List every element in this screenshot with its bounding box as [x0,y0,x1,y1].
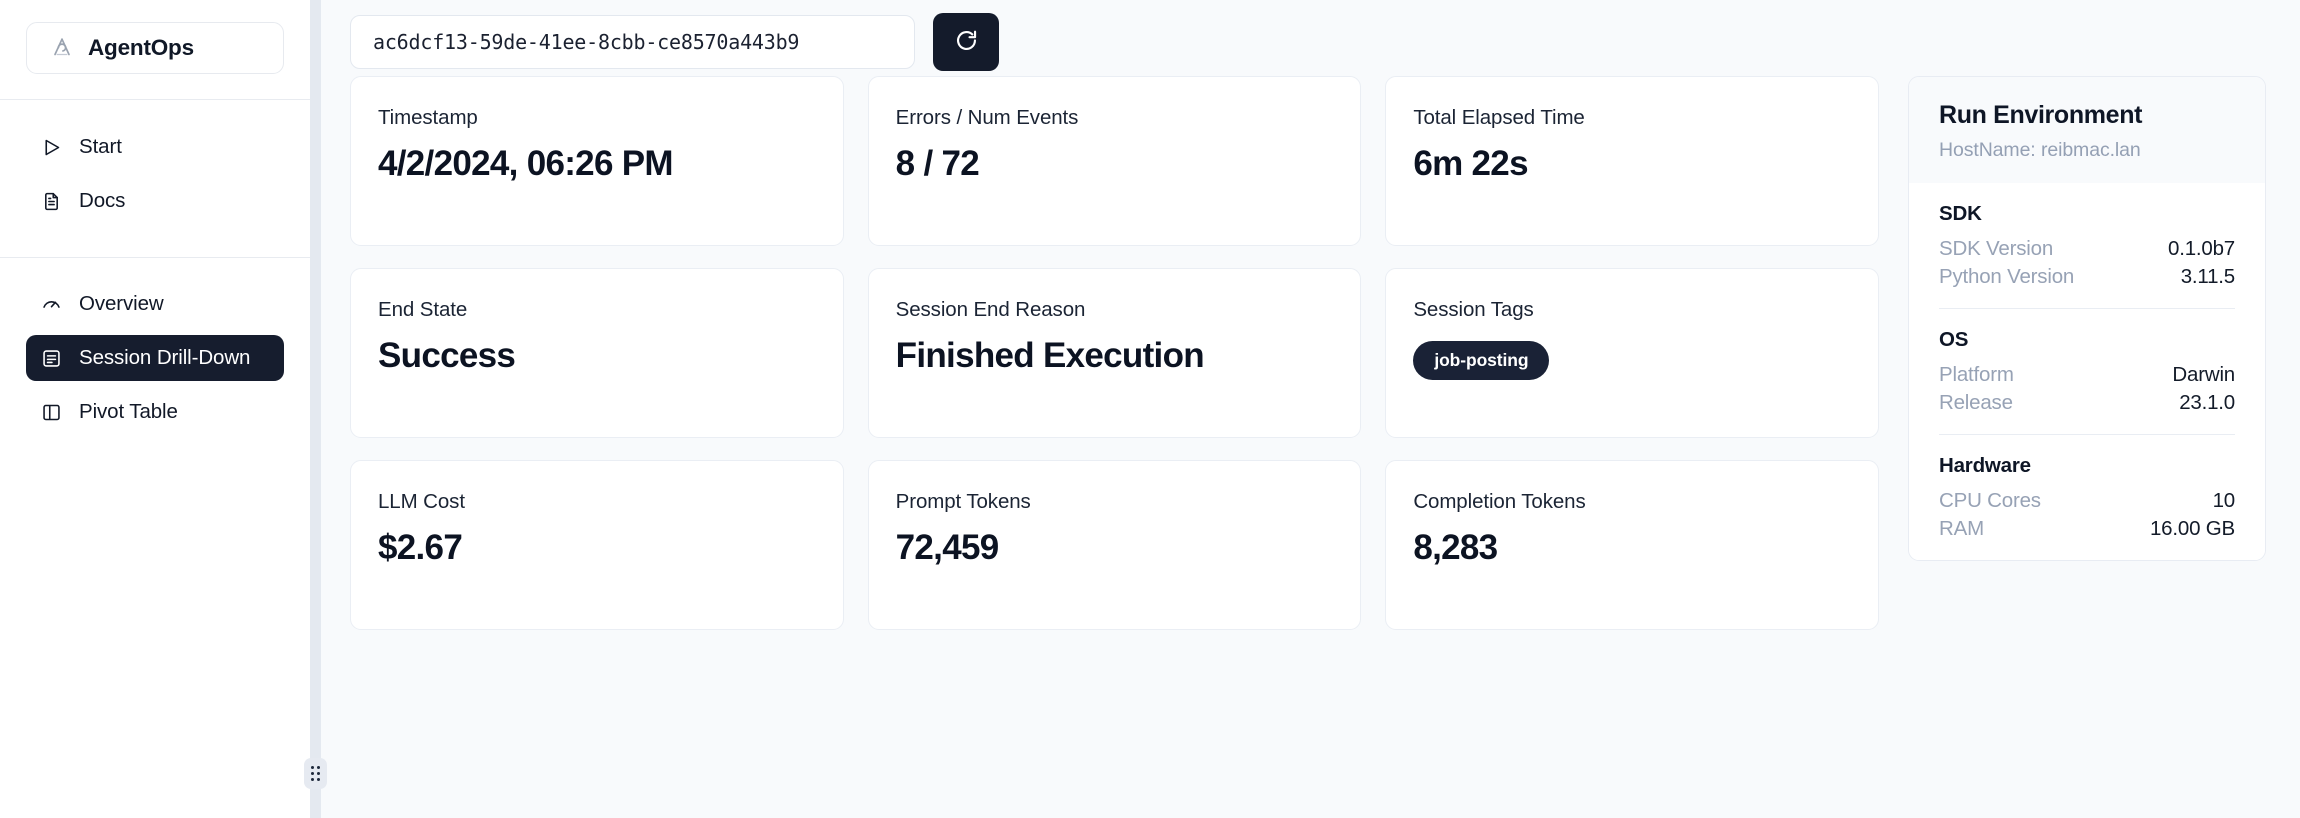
env-row: Release 23.1.0 [1939,389,2235,417]
env-section-title: OS [1939,328,1969,351]
card-value: 6m 22s [1413,143,1528,183]
card-label: Prompt Tokens [895,490,1031,513]
env-key: Release [1939,391,2013,414]
main-content: Timestamp 4/2/2024, 06:26 PM Errors / Nu… [310,0,2300,818]
page-title: Run Environment [1939,101,2143,129]
env-value: Darwin [2172,363,2235,386]
metric-card-completion-tokens: Completion Tokens 8,283 [1385,460,1879,630]
card-label: Session Tags [1413,298,1534,321]
card-label: End State [378,298,468,321]
env-section-hardware: Hardware CPU Cores 10 RAM 16.00 GB [1939,434,2235,560]
env-value: 16.00 GB [2149,517,2235,540]
env-key: SDK Version [1939,237,2054,260]
sidebar-item-docs[interactable]: Docs [26,178,284,224]
card-value: 8,283 [1413,527,1498,567]
env-section-title: SDK [1939,202,1982,225]
card-label: Errors / Num Events [895,106,1079,129]
card-value: 72,459 [895,527,1000,567]
env-row: SDK Version 0.1.0b7 [1939,235,2235,263]
gauge-icon [40,293,62,315]
metric-card-total-elapsed-time: Total Elapsed Time 6m 22s [1385,76,1879,246]
sidebar-item-label: Pivot Table [79,400,178,423]
metric-card-session-end-reason: Session End Reason Finished Execution [867,268,1362,438]
refresh-circular-arrow-icon [953,27,980,57]
nav-group-secondary: Overview Session Drill-Down [26,258,284,443]
metric-card-timestamp: Timestamp 4/2/2024, 06:26 PM [350,76,844,246]
metric-cards-grid: Timestamp 4/2/2024, 06:26 PM Errors / Nu… [350,76,1879,630]
session-id-input[interactable] [350,14,915,69]
card-label: Completion Tokens [1413,490,1586,513]
sidebar: AgentOps Start [0,0,310,818]
card-label: Timestamp [378,106,478,129]
env-value: 10 [2212,489,2236,512]
env-row: Platform Darwin [1939,361,2235,389]
env-row: CPU Cores 10 [1939,487,2235,515]
nav-group-primary: Start Docs [26,100,284,232]
sidebar-columns-icon [40,401,62,423]
run-environment-body: SDK SDK Version 0.1.0b7 Python Version 3… [1909,183,2265,560]
sidebar-divider-mid [0,257,310,258]
card-value: 8 / 72 [895,143,980,183]
card-value: Success [378,335,516,375]
metric-card-errors-num-events: Errors / Num Events 8 / 72 [867,76,1362,246]
env-value: 3.11.5 [2180,265,2235,288]
agentops-logo-icon [49,35,75,61]
card-value: 4/2/2024, 06:26 PM [378,143,674,183]
grip-dots-icon [311,766,320,781]
brand-name: AgentOps [88,35,194,60]
card-value: $2.67 [378,527,463,567]
env-value: 0.1.0b7 [2168,237,2235,260]
sidebar-item-pivot-table[interactable]: Pivot Table [26,389,284,435]
env-row: RAM 16.00 GB [1939,515,2235,543]
sidebar-item-start[interactable]: Start [26,124,284,170]
run-environment-header: Run Environment HostName: reibmac.lan [1909,77,2265,183]
card-label: LLM Cost [378,490,465,513]
dashboard-body: Timestamp 4/2/2024, 06:26 PM Errors / Nu… [350,76,2266,630]
run-environment-panel: Run Environment HostName: reibmac.lan SD… [1908,76,2266,561]
sidebar-item-label: Overview [79,292,164,315]
env-section-sdk: SDK SDK Version 0.1.0b7 Python Version 3… [1939,183,2235,308]
card-value: Finished Execution [895,335,1205,375]
sidebar-item-label: Session Drill-Down [79,346,251,369]
metric-card-session-tags: Session Tags job-posting [1385,268,1879,438]
metric-card-llm-cost: LLM Cost $2.67 [350,460,844,630]
env-row: Python Version 3.11.5 [1939,263,2235,291]
sidebar-resize-handle[interactable] [304,758,327,789]
env-key: Python Version [1939,265,2075,288]
env-value: 23.1.0 [2179,391,2235,414]
metric-card-end-state: End State Success [350,268,844,438]
brand-button[interactable]: AgentOps [26,22,284,74]
status-badge[interactable]: job-posting [1413,340,1550,380]
document-text-icon [40,190,62,212]
topbar [350,0,2266,76]
hostname-text: HostName: reibmac.lan [1939,139,2141,161]
play-triangle-icon [40,136,62,158]
env-key: Platform [1939,363,2014,386]
card-label: Session End Reason [895,298,1086,321]
list-panel-icon [40,347,62,369]
sidebar-item-overview[interactable]: Overview [26,281,284,327]
sidebar-item-label: Docs [79,189,126,212]
sidebar-divider-strip [310,0,321,818]
metric-card-prompt-tokens: Prompt Tokens 72,459 [867,460,1362,630]
sidebar-divider-top [0,99,310,100]
env-section-os: OS Platform Darwin Release 23.1.0 [1939,308,2235,434]
env-section-title: Hardware [1939,454,2031,477]
sidebar-item-label: Start [79,135,122,158]
env-key: CPU Cores [1939,489,2041,512]
sidebar-item-session-drill-down[interactable]: Session Drill-Down [26,335,284,381]
refresh-button[interactable] [933,12,999,71]
env-key: RAM [1939,517,1984,540]
card-label: Total Elapsed Time [1413,106,1585,129]
